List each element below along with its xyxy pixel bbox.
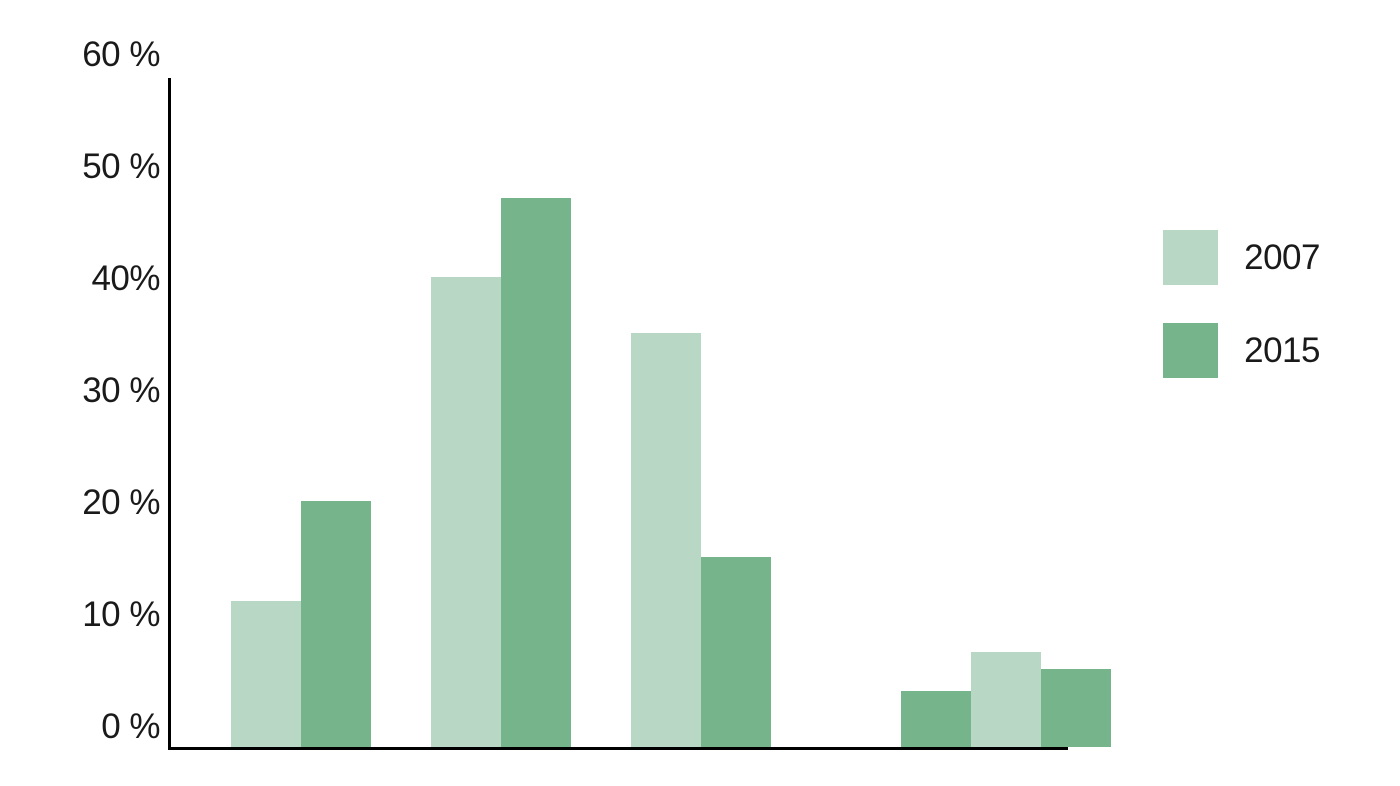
- bar-2015-g2: [701, 557, 771, 747]
- y-tick-label: 10 %: [82, 595, 160, 635]
- y-axis: 0 % 10 % 20 % 30 % 40% 50 % 60 %: [50, 78, 160, 750]
- legend: 2007 2015: [1163, 230, 1320, 416]
- y-tick-label: 50 %: [82, 147, 160, 187]
- legend-item-2015: 2015: [1163, 323, 1320, 378]
- bar-2007-g2: [631, 333, 701, 747]
- y-tick-label: 0 %: [101, 707, 160, 747]
- y-tick-label: 30 %: [82, 371, 160, 411]
- legend-item-2007: 2007: [1163, 230, 1320, 285]
- legend-swatch: [1163, 230, 1218, 285]
- bar-2015-g3: [901, 691, 971, 747]
- bar-2007-g1: [431, 277, 501, 747]
- chart-container: 0 % 10 % 20 % 30 % 40% 50 % 60 % 2007 20…: [50, 50, 1350, 750]
- legend-swatch: [1163, 323, 1218, 378]
- plot-area: [168, 78, 1068, 750]
- bar-2015-g1: [501, 198, 571, 747]
- legend-label: 2015: [1244, 331, 1320, 371]
- y-tick-label: 40%: [91, 259, 160, 299]
- bars-layer: [171, 78, 1068, 747]
- bar-2015-g0: [301, 501, 371, 747]
- bar-2015-g4: [1041, 669, 1111, 747]
- bar-2007-g4: [971, 652, 1041, 747]
- legend-label: 2007: [1244, 238, 1320, 278]
- y-tick-label: 20 %: [82, 483, 160, 523]
- bar-2007-g0: [231, 601, 301, 747]
- y-tick-label: 60 %: [82, 35, 160, 75]
